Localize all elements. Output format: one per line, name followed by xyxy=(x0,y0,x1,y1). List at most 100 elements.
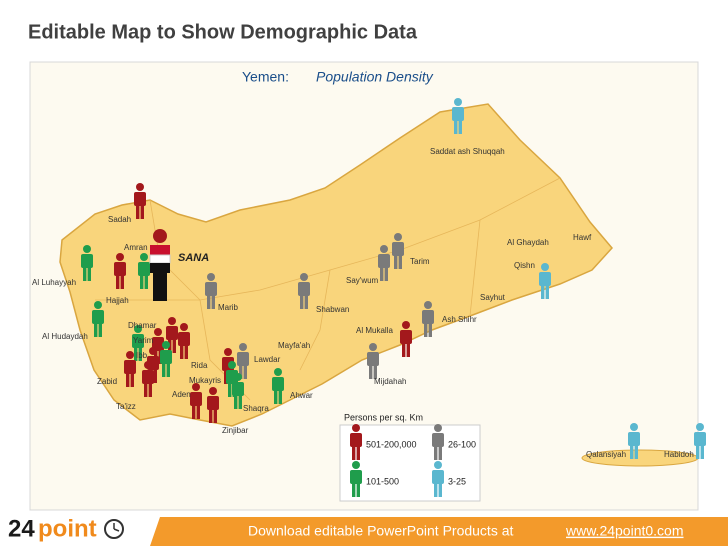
person-leg xyxy=(454,120,458,134)
person-body xyxy=(226,370,238,384)
person-head xyxy=(144,361,152,369)
city-label: Amran xyxy=(124,243,148,252)
person-leg xyxy=(384,267,388,281)
person-body xyxy=(178,332,190,346)
person-leg xyxy=(541,285,545,299)
city-label: Say'wum xyxy=(346,276,379,285)
city-label: Rida xyxy=(191,361,208,370)
person-body xyxy=(142,370,154,384)
person-body xyxy=(350,433,362,447)
city-label: Ash Shihr xyxy=(442,315,477,324)
person-leg xyxy=(545,285,549,299)
person-leg xyxy=(352,446,356,460)
city-label: Zabid xyxy=(97,377,117,386)
flag-red xyxy=(150,245,170,255)
person-head xyxy=(83,245,91,253)
person-body xyxy=(114,262,126,276)
person-leg xyxy=(428,323,432,337)
city-label: Sadah xyxy=(108,215,131,224)
city-label: Hawf xyxy=(573,233,592,242)
person-body xyxy=(166,326,178,340)
city-label: Tarim xyxy=(410,257,430,266)
person-leg xyxy=(356,446,360,460)
city-label: Lawdar xyxy=(254,355,281,364)
person-body xyxy=(92,310,104,324)
person-body xyxy=(160,350,172,364)
person-icon xyxy=(298,273,310,309)
person-head xyxy=(380,245,388,253)
city-label: Habidoh xyxy=(664,450,694,459)
city-label: Sayhut xyxy=(480,293,506,302)
person-leg xyxy=(140,205,144,219)
person-body xyxy=(392,242,404,256)
person-leg xyxy=(224,370,228,384)
person-body xyxy=(190,392,202,406)
person-leg xyxy=(184,345,188,359)
person-head xyxy=(116,253,124,261)
person-head xyxy=(402,321,410,329)
person-body xyxy=(124,360,136,374)
person-leg xyxy=(424,323,428,337)
person-leg xyxy=(180,345,184,359)
person-leg xyxy=(234,395,238,409)
person-leg xyxy=(116,275,120,289)
person-leg xyxy=(126,373,130,387)
person-icon xyxy=(138,253,150,289)
person-leg xyxy=(630,445,634,459)
person-leg xyxy=(140,275,144,289)
person-leg xyxy=(300,295,304,309)
city-label: Saddat ash Shuqqah xyxy=(430,147,505,156)
city-label: Ibb xyxy=(136,351,148,360)
person-leg xyxy=(700,445,704,459)
person-icon xyxy=(124,351,136,387)
person-leg xyxy=(211,295,215,309)
capital-label: SANA xyxy=(178,252,209,264)
person-leg xyxy=(458,120,462,134)
logo-word: point xyxy=(38,515,97,542)
person-leg xyxy=(228,383,232,397)
person-body xyxy=(350,470,362,484)
person-body xyxy=(432,433,444,447)
city-label: Mijdahah xyxy=(374,377,406,386)
logo-clock xyxy=(104,519,124,539)
person-icon xyxy=(432,461,444,497)
person-icon xyxy=(178,323,190,359)
person-body xyxy=(152,337,164,351)
person-icon xyxy=(207,387,219,423)
person-head xyxy=(153,229,167,243)
person-head xyxy=(209,387,217,395)
person-icon xyxy=(134,183,146,219)
person-leg xyxy=(274,390,278,404)
person-head xyxy=(136,183,144,191)
person-icon xyxy=(350,424,362,460)
person-icon xyxy=(132,325,144,361)
person-icon xyxy=(378,245,390,281)
person-icon xyxy=(539,263,551,299)
person-icon xyxy=(237,343,249,379)
person-head xyxy=(192,383,200,391)
person-icon xyxy=(114,253,126,289)
person-icon xyxy=(422,301,434,337)
person-leg xyxy=(94,323,98,337)
person-head xyxy=(239,343,247,351)
person-icon xyxy=(400,321,412,357)
legend: 501-200,000 26-100 101-500 3-25 xyxy=(350,424,476,497)
city-label: Hajjah xyxy=(106,296,129,305)
person-body xyxy=(272,377,284,391)
person-head xyxy=(300,273,308,281)
city-label: Ahwar xyxy=(290,391,313,400)
person-body xyxy=(367,352,379,366)
person-head xyxy=(94,301,102,309)
person-head xyxy=(630,423,638,431)
person-icon xyxy=(392,233,404,269)
person-body xyxy=(694,432,706,446)
person-leg xyxy=(166,363,170,377)
footer-link[interactable]: www.24point0.com xyxy=(565,523,684,539)
person-body xyxy=(138,262,150,276)
person-head xyxy=(696,423,704,431)
legend-label: 26-100 xyxy=(448,439,476,449)
person-leg xyxy=(369,365,373,379)
legend-label: 101-500 xyxy=(366,476,399,486)
person-head xyxy=(352,461,360,469)
